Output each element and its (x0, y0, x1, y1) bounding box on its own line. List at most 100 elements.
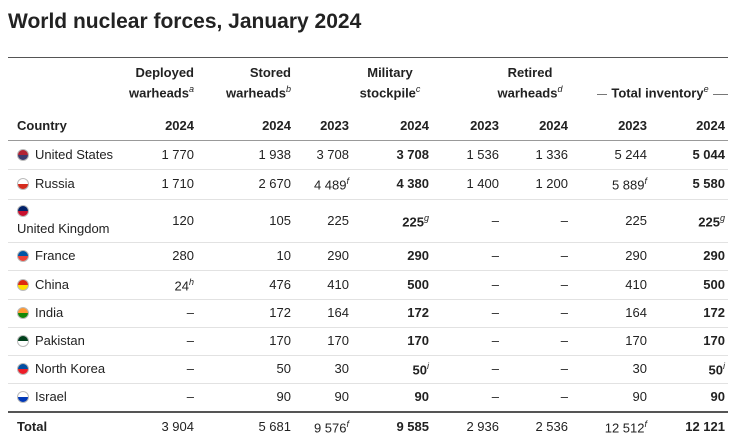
footnote-mark: h (188, 276, 194, 287)
table-cell: 5 044 (692, 147, 725, 162)
table-cell: 410 (625, 276, 647, 292)
row-rule (8, 383, 728, 384)
table-cell: 170 (327, 333, 349, 348)
country-name: Israel (35, 389, 67, 404)
table-cell: 30 (632, 361, 647, 376)
table-cell: 12 512f (567, 419, 647, 435)
table-cell: – (560, 361, 568, 376)
column-group-header: Retired warheadsd (480, 64, 580, 101)
table-cell: – (491, 361, 499, 376)
table-cell: 500 (407, 276, 429, 292)
table-cell: 5 244 (614, 147, 647, 162)
column-group-header: Total inventorye (605, 81, 715, 101)
country-name: North Korea (35, 361, 106, 376)
table-cell: 1 336 (535, 147, 568, 162)
text: 5 889 (611, 177, 645, 193)
flag-icon (17, 205, 29, 217)
table-cell: 4 380 (396, 176, 429, 191)
text: Military stockpile (359, 64, 416, 100)
table-cell: 90 (276, 389, 291, 404)
table-cell: 50i (645, 361, 725, 377)
text: 50 (412, 362, 427, 378)
table-cell: – (491, 305, 499, 320)
table-cell: 500 (703, 276, 725, 292)
table-cell: 164 (327, 305, 349, 320)
table-cell: 1 400 (466, 176, 499, 191)
title: World nuclear forces, January 2024 (8, 10, 362, 33)
text: 9 576 (313, 420, 347, 436)
table-cell: – (560, 248, 568, 263)
footnote-mark: c (415, 83, 421, 94)
footnote-mark: g (719, 213, 725, 223)
country-name: India (35, 305, 64, 320)
table-cell: 105 (269, 213, 291, 228)
table-cell: 290 (407, 248, 429, 263)
footnote-mark: f (346, 176, 349, 186)
flag-icon (17, 250, 29, 262)
table-cell: – (186, 333, 194, 348)
footnote-mark: e (703, 83, 709, 94)
table-cell: 90 (414, 389, 429, 404)
table-cell: 30 (334, 361, 349, 376)
year-header: 2024 (539, 118, 568, 133)
flag-icon (17, 363, 29, 375)
flag-icon (17, 149, 29, 161)
footnote-mark: a (188, 83, 194, 94)
table-cell: 120 (172, 213, 194, 228)
table-cell: – (491, 333, 499, 348)
table-cell: 5 580 (692, 176, 725, 191)
table-cell: – (560, 276, 568, 292)
row-rule (8, 199, 728, 200)
text: 24 (174, 277, 189, 293)
footnote-mark: i (723, 361, 725, 371)
table-cell: 50 (276, 361, 291, 376)
table-cell: 3 708 (316, 147, 349, 162)
footnote-mark: b (285, 83, 291, 94)
table-cell: 3 708 (396, 147, 429, 162)
row-rule (8, 242, 728, 243)
table-cell: 5 681 (258, 419, 291, 434)
footnote-mark: f (644, 419, 647, 429)
text: 12 512 (604, 420, 645, 436)
table-cell: 172 (703, 305, 725, 320)
year-header: 2024 (400, 118, 429, 133)
table-cell: 1 770 (161, 147, 194, 162)
year-header: 2023 (470, 118, 499, 133)
table-cell: 9 585 (396, 419, 429, 434)
table-cell: – (186, 389, 194, 404)
text: Stored warheads (226, 64, 291, 100)
table-cell: 2 936 (466, 419, 499, 434)
table-cell: – (560, 389, 568, 404)
table-cell: – (186, 305, 194, 320)
country-name: Pakistan (35, 333, 85, 348)
flag-icon (17, 278, 29, 291)
flag-icon (17, 391, 29, 403)
table-cell: – (491, 248, 499, 263)
table-cell: – (560, 213, 568, 228)
table-cell: 3 904 (161, 419, 194, 434)
column-group-header: Military stockpilec (340, 64, 440, 101)
table-cell: 410 (327, 276, 349, 292)
column-group-header: Deployed warheadsa (118, 64, 194, 101)
table-cell: 225 (327, 213, 349, 228)
table-cell: 172 (269, 305, 291, 320)
table-cell: 90 (710, 389, 725, 404)
table-cell: 290 (703, 248, 725, 263)
table-cell: 1 200 (535, 176, 568, 191)
footnote-mark: i (427, 361, 429, 371)
country-name: United States (35, 147, 114, 162)
text: Total inventory (611, 85, 704, 100)
header-rule (8, 140, 728, 141)
table-cell: – (491, 389, 499, 404)
table-cell: 280 (172, 248, 194, 263)
text: Retired warheads (497, 64, 558, 100)
table-cell: 290 (327, 248, 349, 263)
flag-icon (17, 178, 29, 190)
table-cell: 170 (703, 333, 725, 348)
total-rule (8, 411, 728, 413)
table-cell: 9 576f (269, 419, 349, 435)
country-name: United Kingdom (17, 221, 110, 236)
year-header: 2024 (262, 118, 291, 133)
text: 4 489 (313, 177, 347, 193)
